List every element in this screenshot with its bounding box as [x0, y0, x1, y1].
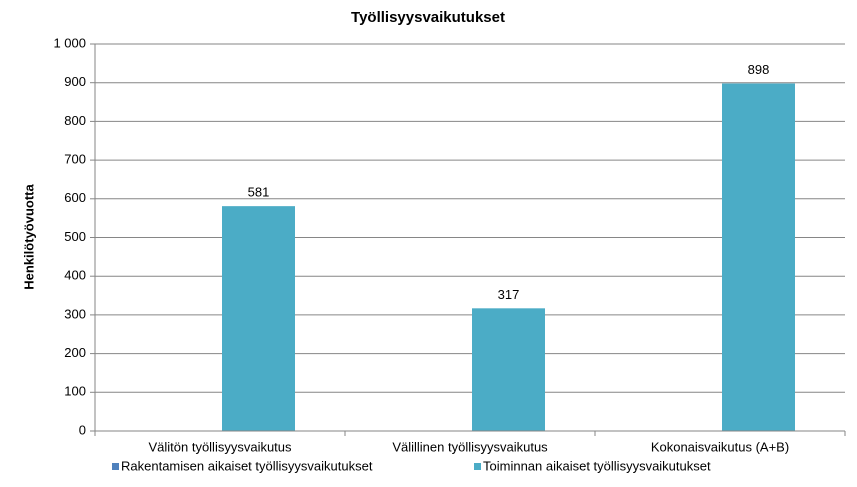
data-label: 898 — [748, 62, 770, 77]
bar — [222, 206, 295, 431]
legend-label: Rakentamisen aikaiset työllisyysvaikutuk… — [121, 458, 373, 473]
y-tick-label: 100 — [64, 384, 86, 399]
bar — [722, 83, 795, 431]
y-tick-label: 500 — [64, 229, 86, 244]
data-label: 581 — [248, 185, 270, 200]
y-tick-label: 800 — [64, 113, 86, 128]
y-tick-label: 900 — [64, 74, 86, 89]
legend-label: Toiminnan aikaiset työllisyysvaikutukset — [483, 458, 711, 473]
y-tick-label: 200 — [64, 345, 86, 360]
y-tick-label: 700 — [64, 152, 86, 167]
y-tick-label: 600 — [64, 190, 86, 205]
chart-title: Työllisyysvaikutukset — [351, 9, 505, 26]
x-tick-label: Välillinen työllisyysvaikutus — [392, 439, 548, 454]
bar — [472, 308, 545, 431]
x-tick-label: Välitön työllisyysvaikutus — [148, 439, 292, 454]
y-tick-label: 400 — [64, 268, 86, 283]
y-axis-label: Henkilötyövuotta — [21, 184, 36, 290]
legend-swatch — [112, 463, 119, 470]
y-tick-label: 1 000 — [53, 35, 86, 50]
y-tick-label: 300 — [64, 306, 86, 321]
x-tick-label: Kokonaisvaikutus (A+B) — [651, 439, 789, 454]
y-tick-label: 0 — [79, 422, 86, 437]
legend-swatch — [474, 463, 481, 470]
data-label: 317 — [498, 287, 520, 302]
